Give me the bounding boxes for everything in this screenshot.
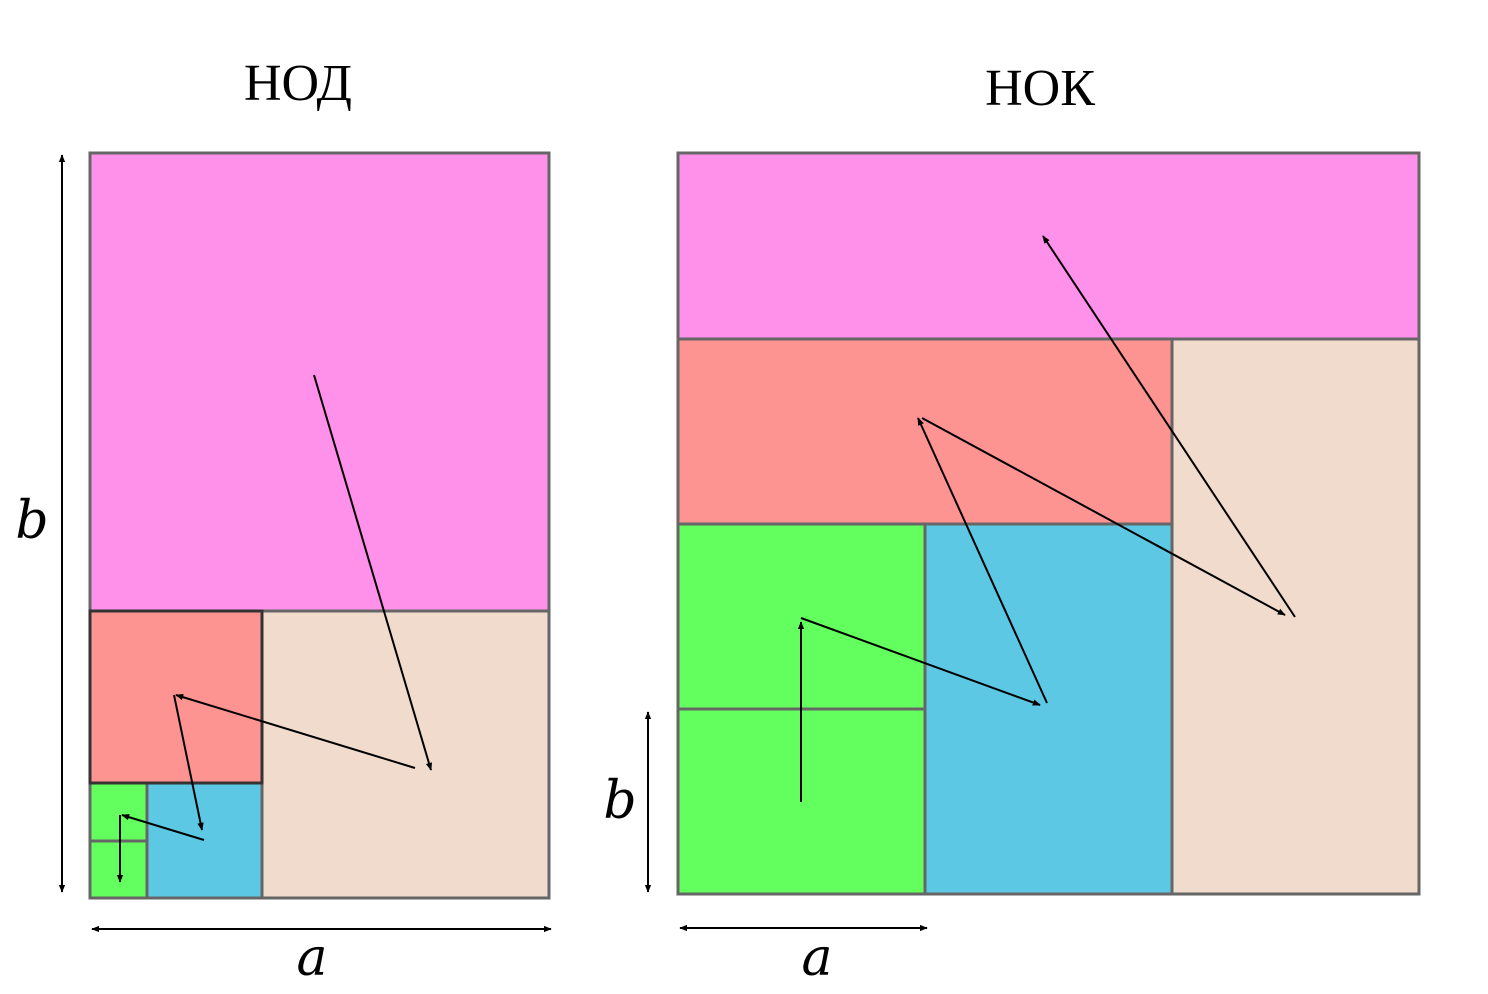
arrow [175, 694, 416, 769]
panel-title: НОК [985, 60, 1095, 117]
arrow [313, 374, 433, 771]
arrow [1042, 235, 1296, 618]
rectangle [923, 522, 1174, 896]
panel-title: НОД [244, 55, 352, 112]
arrow [121, 814, 205, 841]
square [260, 609, 551, 900]
arrow [173, 694, 204, 831]
height-label: b [15, 491, 48, 551]
width-label: a [296, 928, 327, 988]
gcd-panel: НОД b a [15, 55, 552, 988]
arrow [917, 417, 1048, 704]
square [88, 839, 149, 900]
square [145, 781, 264, 900]
arrow [921, 417, 1286, 616]
square [88, 781, 149, 843]
arrow [800, 617, 1041, 706]
height-label: b [603, 771, 636, 831]
square [88, 151, 551, 613]
square [88, 609, 264, 785]
width-label: a [801, 928, 832, 988]
lcm-panel: НОК b a [603, 60, 1421, 988]
